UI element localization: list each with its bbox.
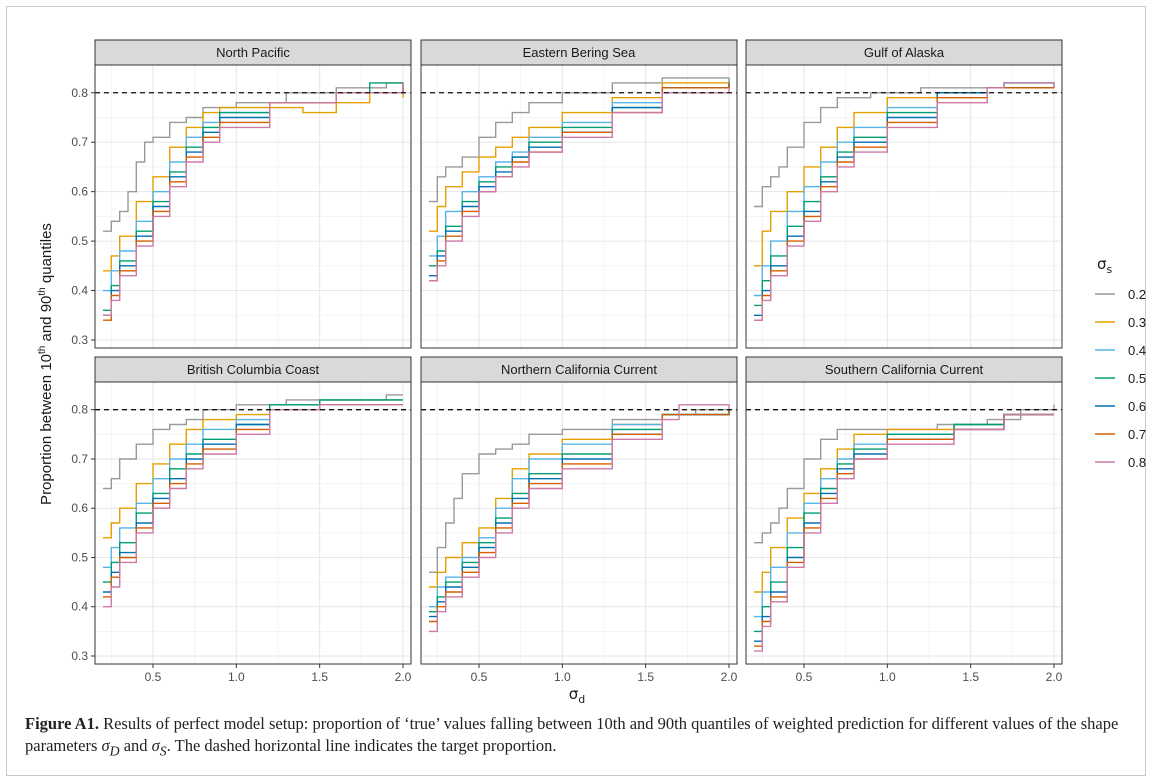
panel-1-title: North Pacific — [216, 45, 290, 60]
panel-3-strip — [745, 39, 1063, 66]
y-axis-title-part-2: and 90 — [38, 296, 55, 346]
caption-text-1: Results of perfect model setup: proporti… — [25, 714, 1119, 755]
panel-4-xtick-label-2: 1.5 — [311, 670, 328, 684]
panel-5-xtick-label-2: 1.5 — [637, 670, 654, 684]
panel-1-border — [94, 64, 412, 349]
y-axis-title: Proportion between 10th and 90th quantil… — [37, 223, 55, 505]
caption-subscript-2: S — [159, 743, 167, 759]
legend-entry-0-3-label: 0.3 — [1128, 315, 1146, 330]
panel-2-series-0-8 — [429, 87, 730, 282]
panel-4-series-0-8 — [103, 404, 403, 608]
caption-label: Figure A1. — [25, 714, 99, 733]
y-axis-title-part-3: th — [37, 287, 48, 295]
panel-4-ytick-label-1: 0.4 — [71, 600, 88, 614]
x-axis-title: σd — [569, 685, 586, 706]
panel-5-series-0-8 — [429, 404, 730, 633]
panel-1-ytick-label-5: 0.8 — [71, 86, 88, 100]
panel-1-ytick-label-0: 0.3 — [71, 333, 88, 347]
legend-entry-0-8-label: 0.8 — [1128, 455, 1146, 470]
panel-1-ytick-label-2: 0.5 — [71, 234, 88, 248]
panel-2-strip — [420, 39, 738, 66]
panel-4-ytick-label-2: 0.5 — [71, 550, 88, 564]
panel-2-title: Eastern Bering Sea — [523, 45, 637, 60]
panel-4-ytick-label-3: 0.6 — [71, 501, 88, 515]
panel-5-title: Northern California Current — [501, 362, 657, 377]
panel-3-border — [745, 64, 1063, 349]
legend-entry-0-5-label: 0.5 — [1128, 371, 1146, 386]
legend-title-subscript: s — [1107, 263, 1113, 276]
legend-title: σs — [1097, 255, 1113, 276]
panel-4-strip — [94, 356, 412, 383]
panel-1-ytick-label-1: 0.4 — [71, 284, 88, 298]
panel-1-series-0-3 — [103, 92, 404, 272]
legend-entry-0-2-label: 0.2 — [1128, 287, 1146, 302]
panel-4-ytick-label-5: 0.8 — [71, 403, 88, 417]
panel-4-series-0-2 — [103, 394, 403, 490]
panel-3-series-0-2 — [754, 87, 1054, 208]
legend-entry-0-6-label: 0.6 — [1128, 399, 1146, 414]
y-axis-title-part-0: Proportion between 10 — [38, 354, 55, 505]
panel-5-border — [420, 381, 738, 665]
panel-6-strip — [745, 356, 1063, 383]
panel-4-xtick-label-0: 0.5 — [145, 670, 162, 684]
faceted-line-chart: North Pacific 0.3 0.4 0.5 0.6 0.7 0.8 Eastern B… — [37, 39, 1146, 706]
caption-text-2: and — [119, 736, 152, 755]
panel-6-xtick-label-3: 2.0 — [1046, 670, 1063, 684]
panel-6-border — [745, 381, 1063, 665]
panel-4-border — [94, 381, 412, 665]
panel-3-title: Gulf of Alaska — [864, 45, 945, 60]
panel-4-xtick-label-3: 2.0 — [395, 670, 412, 684]
panel-2-border — [420, 64, 738, 349]
legend-entry-0-7-label: 0.7 — [1128, 427, 1146, 442]
panel-6-background — [746, 382, 1062, 664]
figure-frame: North Pacific 0.3 0.4 0.5 0.6 0.7 0.8 Eastern B… — [6, 6, 1146, 776]
panel-3-series-0-8 — [754, 82, 1055, 321]
caption-text-3: . The dashed horizontal line indicates t… — [166, 736, 557, 755]
panel-6-title: Southern California Current — [825, 362, 984, 377]
x-axis-title-subscript: d — [578, 693, 585, 706]
panel-1-ytick-label-4: 0.7 — [71, 135, 88, 149]
panel-6-series-0-2 — [754, 404, 1055, 544]
panel-5-series-0-2 — [429, 409, 729, 573]
panel-5-background — [421, 382, 737, 664]
panel-2-series-0-3 — [429, 77, 730, 232]
panel-6-series-0-8 — [754, 413, 1054, 652]
panel-6-xtick-label-0: 0.5 — [796, 670, 813, 684]
panel-4-ytick-label-4: 0.7 — [71, 452, 88, 466]
caption-symbol-1: σ — [101, 736, 110, 755]
panel-1-ytick-label-3: 0.6 — [71, 185, 88, 199]
panel-4-xtick-label-1: 1.0 — [228, 670, 245, 684]
panel-1-series-0-8 — [103, 82, 404, 316]
caption-symbol-2: σ — [151, 736, 160, 755]
x-axis-title-symbol: σ — [569, 685, 579, 703]
panel-4-ytick-label-0: 0.3 — [71, 649, 88, 663]
panel-5-xtick-label-3: 2.0 — [721, 670, 738, 684]
panel-6-xtick-label-2: 1.5 — [962, 670, 979, 684]
panel-5-xtick-label-1: 1.0 — [554, 670, 571, 684]
caption-subscript-1: D — [109, 743, 120, 759]
panel-6-xtick-label-1: 1.0 — [879, 670, 896, 684]
legend-title-symbol: σ — [1097, 255, 1107, 273]
y-axis-title-part-4: quantiles — [38, 223, 55, 287]
y-axis-title-part-1: th — [37, 346, 48, 354]
legend-entry-0-4-label: 0.4 — [1128, 343, 1146, 358]
legend: σs 0.2 0.3 0.4 0.5 0.6 0.7 0.8 — [1095, 255, 1146, 470]
panel-5-xtick-label-0: 0.5 — [471, 670, 488, 684]
figure-caption: Figure A1. Results of perfect model setu… — [25, 713, 1135, 762]
panel-1-strip — [94, 39, 412, 66]
panel-2-series-0-2 — [429, 77, 729, 203]
panel-4-title: British Columbia Coast — [187, 362, 320, 377]
